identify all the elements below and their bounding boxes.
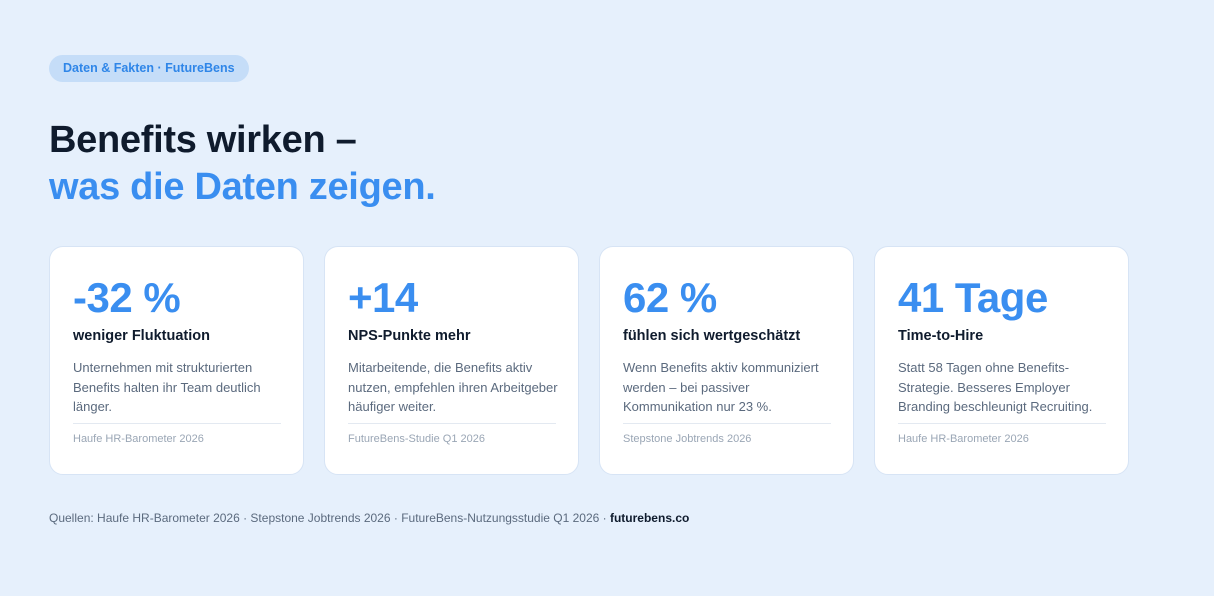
- divider: [73, 423, 281, 424]
- divider: [348, 423, 556, 424]
- page-title: Benefits wirken – was die Daten zeigen.: [49, 117, 436, 211]
- stat-label: fühlen sich wertgeschätzt: [623, 328, 801, 344]
- stat-value: 41 Tage: [898, 274, 1048, 321]
- stat-description: Statt 58 Tagen ohne Benefits-Strategie. …: [898, 360, 1093, 414]
- headline-line-2: was die Daten zeigen.: [49, 166, 436, 208]
- stat-label: weniger Fluktuation: [73, 328, 210, 344]
- sources-text: Quellen: Haufe HR-Barometer 2026 · Steps…: [49, 511, 610, 525]
- stat-value: +14: [348, 274, 418, 321]
- stat-label: Time-to-Hire: [898, 328, 984, 344]
- stat-description: Unternehmen mit strukturierten Benefits …: [73, 360, 261, 414]
- stat-description: Wenn Benefits aktiv kommuniziert werden …: [623, 360, 819, 414]
- headline-line-1: Benefits wirken –: [49, 119, 357, 161]
- stat-card-time-to-hire: 41 Tage Time-to-Hire Statt 58 Tagen ohne…: [874, 246, 1129, 475]
- sources-footer: Quellen: Haufe HR-Barometer 2026 · Steps…: [49, 511, 689, 525]
- stat-source: Haufe HR-Barometer 2026: [898, 433, 1029, 445]
- stat-source: Stepstone Jobtrends 2026: [623, 433, 752, 445]
- category-badge: Daten & Fakten · FutureBens: [49, 55, 249, 82]
- stat-card-wertschaetzung: 62 % fühlen sich wertgeschätzt Wenn Bene…: [599, 246, 854, 475]
- divider: [898, 423, 1106, 424]
- divider: [623, 423, 831, 424]
- stat-value: -32 %: [73, 274, 181, 321]
- stat-card-fluktuation: -32 % weniger Fluktuation Unternehmen mi…: [49, 246, 304, 475]
- stat-card-nps: +14 NPS-Punkte mehr Mitarbeitende, die B…: [324, 246, 579, 475]
- stat-value: 62 %: [623, 274, 717, 321]
- stat-source: Haufe HR-Barometer 2026: [73, 433, 204, 445]
- stat-description: Mitarbeitende, die Benefits aktiv nutzen…: [348, 360, 558, 414]
- stat-source: FutureBens-Studie Q1 2026: [348, 433, 485, 445]
- brand-link[interactable]: futurebens.co: [609, 511, 690, 525]
- stat-label: NPS-Punkte mehr: [348, 328, 471, 344]
